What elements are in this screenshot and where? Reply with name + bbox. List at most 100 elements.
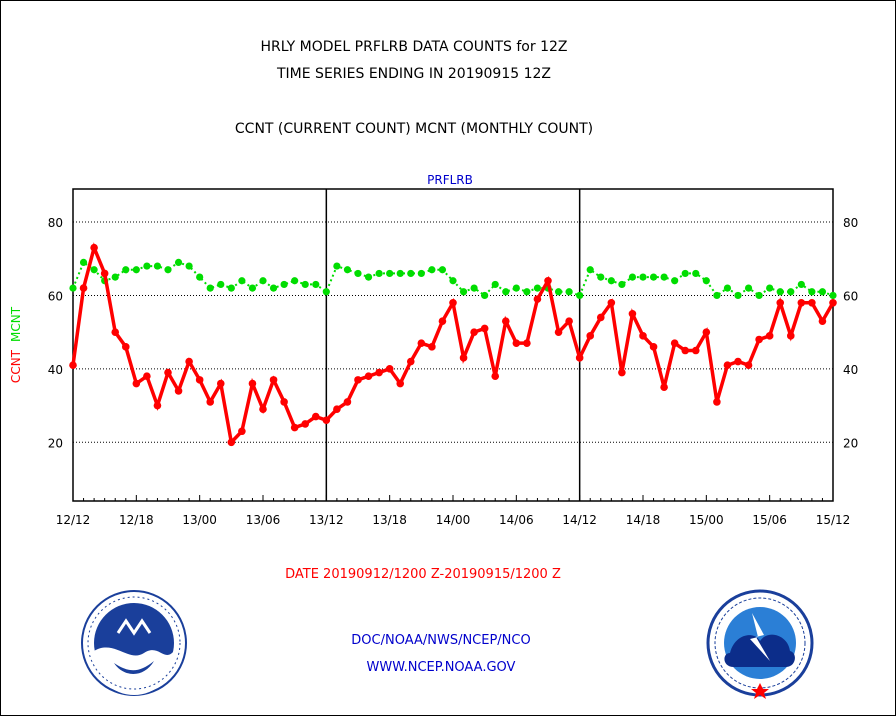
point-mcnt-30 [386, 269, 394, 278]
point-ccnt-45 [544, 276, 552, 285]
title-line-3: CCNT (CURRENT COUNT) MCNT (MONTHLY COUNT… [235, 121, 593, 137]
point-mcnt-28 [364, 273, 373, 281]
point-mcnt-32 [407, 269, 415, 278]
point-mcnt-13 [206, 284, 214, 292]
chart-title: PRFLRB [427, 173, 473, 187]
point-ccnt-12 [195, 376, 204, 384]
y-tick-label-right-20: 20 [843, 436, 858, 450]
point-ccnt-33 [417, 339, 426, 347]
point-mcnt-25 [333, 262, 341, 270]
point-mcnt-64 [744, 284, 753, 292]
x-tick-label-10: 15/00 [689, 513, 724, 527]
point-ccnt-32 [406, 357, 415, 366]
point-mcnt-44 [533, 284, 542, 292]
point-mcnt-18 [259, 277, 267, 285]
point-ccnt-44 [533, 295, 542, 303]
point-mcnt-60 [702, 277, 710, 285]
point-mcnt-8 [153, 262, 162, 270]
point-ccnt-8 [153, 401, 162, 410]
point-mcnt-24 [322, 288, 330, 296]
point-mcnt-9 [164, 266, 172, 274]
point-ccnt-24 [322, 416, 331, 425]
x-tick-label-4: 13/12 [309, 513, 344, 527]
point-mcnt-21 [291, 277, 299, 285]
point-ccnt-43 [523, 339, 531, 347]
point-mcnt-12 [196, 273, 204, 281]
y-tick-label-left-40: 40 [48, 363, 63, 377]
series-line-ccnt [71, 242, 835, 446]
y-tick-label-left-60: 60 [48, 289, 63, 303]
point-mcnt-15 [227, 284, 235, 292]
point-ccnt-2 [90, 243, 98, 252]
point-mcnt-59 [692, 269, 700, 278]
point-ccnt-58 [681, 346, 690, 355]
point-mcnt-1 [79, 258, 88, 267]
point-ccnt-51 [607, 298, 616, 307]
point-ccnt-26 [343, 398, 352, 406]
point-mcnt-38 [470, 284, 478, 292]
point-ccnt-42 [512, 339, 521, 347]
point-mcnt-22 [301, 280, 309, 289]
point-mcnt-47 [565, 288, 573, 296]
x-tick-label-0: 12/12 [56, 513, 91, 527]
point-mcnt-40 [491, 280, 499, 289]
org-link[interactable]: DOC/NOAA/NWS/NCEP/NCO [351, 633, 530, 648]
point-ccnt-0 [69, 361, 77, 369]
axes: 20 20 40 40 60 60 80 80 12/12 12/18 13/00 13/06 13/1… [48, 188, 858, 527]
point-ccnt-62 [723, 361, 732, 369]
point-mcnt-69 [797, 280, 805, 289]
point-ccnt-40 [491, 372, 500, 381]
point-ccnt-4 [111, 328, 120, 336]
point-ccnt-29 [375, 368, 383, 377]
point-ccnt-48 [575, 354, 584, 362]
point-ccnt-71 [818, 317, 827, 325]
point-ccnt-57 [670, 339, 679, 347]
point-ccnt-46 [554, 328, 563, 336]
point-ccnt-59 [691, 346, 700, 355]
point-mcnt-39 [481, 291, 489, 300]
svg-text:CCNTMCNT: CCNT MCNT [9, 306, 23, 383]
point-mcnt-33 [417, 269, 425, 278]
point-ccnt-23 [311, 412, 320, 421]
point-ccnt-41 [501, 317, 510, 325]
title-line-1: HRLY MODEL PRFLRB DATA COUNTS for 12Z [260, 39, 567, 55]
point-ccnt-9 [164, 368, 172, 377]
point-mcnt-27 [354, 269, 362, 278]
point-mcnt-31 [396, 269, 404, 278]
point-ccnt-20 [280, 398, 288, 406]
point-ccnt-50 [596, 313, 605, 322]
point-mcnt-17 [248, 284, 257, 292]
point-ccnt-68 [786, 332, 795, 340]
x-tick-label-2: 13/00 [182, 513, 217, 527]
x-tick-label-7: 14/06 [499, 513, 534, 527]
point-mcnt-5 [122, 266, 130, 274]
point-ccnt-15 [227, 438, 236, 447]
point-ccnt-70 [808, 298, 816, 307]
point-mcnt-53 [628, 273, 637, 281]
point-ccnt-16 [238, 427, 246, 436]
point-ccnt-10 [174, 387, 183, 395]
point-mcnt-67 [776, 288, 784, 296]
point-mcnt-57 [671, 277, 679, 285]
x-tick-label-9: 14/18 [626, 513, 661, 527]
website-link[interactable]: WWW.NCEP.NOAA.GOV [367, 660, 516, 675]
point-ccnt-13 [206, 398, 215, 406]
point-mcnt-10 [174, 258, 183, 267]
point-ccnt-64 [744, 361, 753, 369]
y-axis-label-ccnt: CCNT [9, 349, 23, 383]
point-mcnt-35 [438, 266, 447, 274]
point-ccnt-5 [121, 343, 130, 351]
y-tick-label-left-20: 20 [48, 436, 63, 450]
point-ccnt-6 [132, 379, 141, 388]
series [69, 242, 837, 447]
point-ccnt-17 [248, 379, 257, 388]
y-axis-label: CCNT MCNT [9, 306, 23, 383]
point-ccnt-3 [100, 269, 109, 278]
point-mcnt-6 [132, 266, 140, 274]
point-mcnt-41 [502, 288, 510, 296]
point-mcnt-0 [69, 284, 77, 292]
x-tick-label-6: 14/00 [436, 513, 471, 527]
point-ccnt-49 [586, 332, 595, 340]
x-tick-label-3: 13/06 [246, 513, 281, 527]
